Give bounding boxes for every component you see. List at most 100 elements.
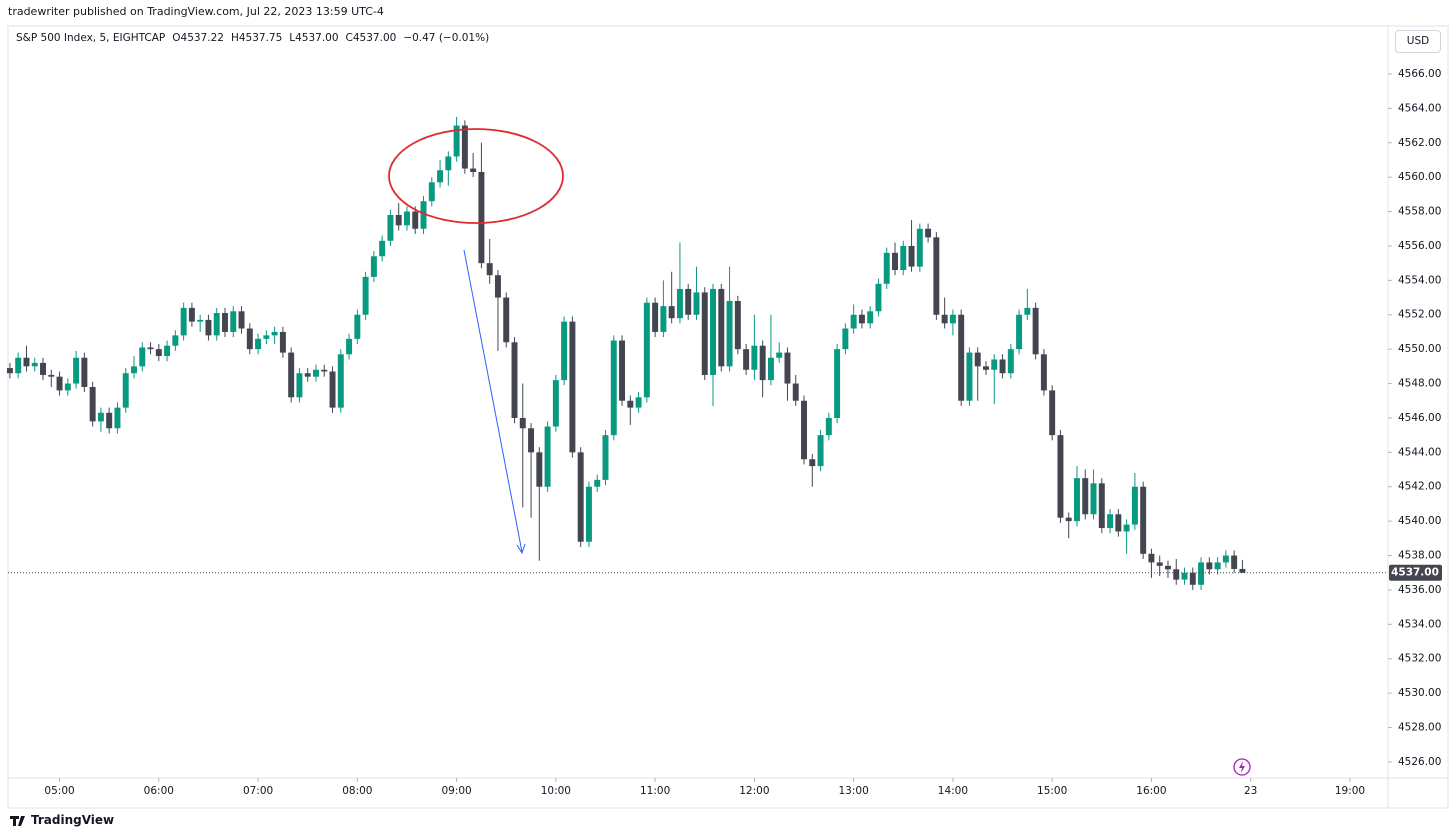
candle-body	[379, 240, 386, 257]
x-tick-label: 15:00	[1037, 785, 1067, 797]
event-icon-bolt	[1239, 761, 1245, 773]
candle-body	[726, 300, 733, 367]
candle-body	[1040, 354, 1047, 391]
candle-body	[304, 373, 311, 377]
candle-body	[1140, 486, 1147, 554]
last-price-label: 4537.00	[1391, 567, 1439, 579]
candle-body	[767, 357, 774, 381]
candle-body	[197, 319, 204, 322]
candle-body	[329, 371, 336, 408]
candle-body	[1007, 349, 1014, 374]
candle-body	[64, 383, 71, 391]
candle-body	[974, 352, 981, 367]
candle-body	[271, 331, 278, 336]
candle-body	[916, 228, 923, 267]
x-tick-label: 06:00	[144, 785, 174, 797]
candle-body	[718, 288, 725, 367]
candle-body	[999, 359, 1006, 374]
candle-body	[809, 459, 816, 467]
candle-body	[850, 314, 857, 329]
candle-body	[561, 321, 568, 381]
candle-body	[734, 300, 741, 350]
y-tick-label: 4554.00	[1398, 274, 1441, 286]
candle-body	[354, 314, 361, 339]
arrow-head	[516, 543, 526, 555]
candle-body	[31, 362, 38, 367]
y-tick-label: 4560.00	[1398, 171, 1441, 183]
candle-body	[279, 331, 286, 353]
candle-body	[213, 313, 220, 336]
candle-body	[370, 256, 377, 277]
candle-body	[1123, 524, 1130, 532]
candle-body	[635, 397, 642, 408]
y-tick-label: 4538.00	[1398, 550, 1441, 562]
candle-body	[180, 307, 187, 336]
legend: S&P 500 Index, 5, EIGHTCAP O4537.22 H453…	[16, 32, 489, 44]
candle-body	[519, 417, 526, 429]
y-tick-label: 4540.00	[1398, 515, 1441, 527]
candle-body	[1098, 483, 1105, 529]
candle-body	[288, 352, 295, 398]
x-tick-label: 19:00	[1335, 785, 1365, 797]
footer-brand: TradingView	[31, 813, 115, 827]
candle-body	[1164, 565, 1171, 570]
candle-body	[230, 311, 237, 332]
candle-body	[246, 328, 253, 350]
candle-body	[528, 428, 535, 453]
candle-body	[1173, 569, 1180, 580]
candle-body	[1148, 553, 1155, 563]
arrow-line	[463, 249, 523, 553]
candle-body	[569, 321, 576, 453]
symbol: S&P 500 Index, 5, EIGHTCAP	[16, 32, 166, 44]
candle-body	[511, 342, 518, 418]
candle-body	[122, 373, 129, 408]
candle-body	[610, 340, 617, 436]
candle-body	[1181, 572, 1188, 580]
x-tick-label: 05:00	[44, 785, 74, 797]
candle-body	[139, 347, 146, 367]
candle-body	[619, 340, 626, 401]
candle-body	[106, 412, 113, 429]
candle-body	[983, 366, 989, 370]
candle-body	[908, 245, 915, 267]
candle-body	[73, 357, 80, 384]
candle-body	[164, 345, 171, 357]
chart-frame	[7, 25, 1449, 809]
candle-body	[321, 369, 328, 372]
candle-body	[114, 407, 121, 429]
candle-body	[875, 283, 882, 312]
y-tick-label: 4544.00	[1398, 446, 1441, 458]
candle-body	[594, 479, 601, 487]
candle-body	[346, 338, 353, 355]
candle-body	[420, 201, 427, 229]
candle-body	[949, 314, 956, 324]
candle-body	[403, 211, 410, 226]
candle-body	[255, 338, 262, 350]
candle-body	[1189, 572, 1196, 585]
candle-body	[1206, 562, 1213, 570]
candle-body	[6, 368, 13, 374]
candle-body	[97, 412, 104, 422]
plot-area: 4526.00 4528.00 4530.00 4532.00 4534.00 4536.…	[6, 68, 1442, 797]
candle-body	[941, 314, 948, 324]
candle-body	[147, 347, 154, 350]
candle-body	[131, 366, 137, 374]
close-value: C4537.00	[345, 32, 397, 44]
candle-body	[643, 302, 650, 398]
x-tick-label: 16:00	[1136, 785, 1166, 797]
candle-body	[1107, 514, 1114, 529]
candle-body	[842, 328, 849, 350]
currency-button[interactable]: USD	[1395, 30, 1441, 53]
candle-body	[883, 252, 890, 284]
x-tick-label: 14:00	[938, 785, 968, 797]
candle-body	[1115, 514, 1122, 532]
event-icon[interactable]	[1233, 758, 1251, 776]
candle-body	[23, 357, 30, 367]
candle-body	[701, 292, 708, 375]
x-tick-label: 11:00	[640, 785, 670, 797]
candle-body	[858, 314, 865, 324]
candle-body	[693, 292, 700, 315]
candle-body	[900, 245, 907, 271]
